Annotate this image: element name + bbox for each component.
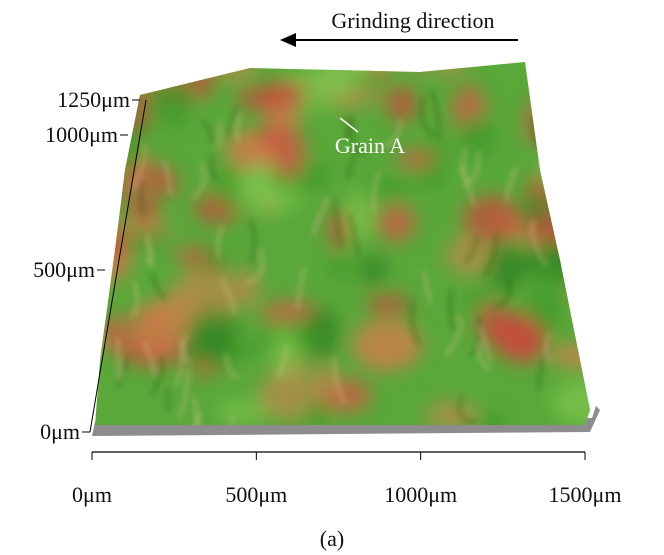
texture: [556, 162, 599, 198]
surface: [68, 38, 628, 449]
texture: [526, 97, 546, 147]
texture: [488, 244, 523, 292]
x-tick-label: 1500μm: [549, 482, 622, 507]
texture: [147, 81, 198, 110]
texture: [541, 151, 607, 194]
texture: [463, 195, 519, 242]
ridge: [565, 101, 568, 123]
texture: [128, 87, 149, 133]
ridge: [587, 234, 594, 271]
texture: [521, 241, 592, 282]
texture: [366, 295, 412, 315]
ridge: [101, 189, 113, 210]
ridge: [568, 152, 579, 177]
texture: [488, 317, 544, 357]
texture: [318, 49, 367, 93]
arrow-head: [280, 33, 296, 47]
ridge: [168, 388, 169, 410]
texture: [527, 175, 560, 201]
texture: [224, 130, 271, 169]
texture: [217, 400, 268, 422]
texture: [73, 152, 109, 201]
texture: [548, 343, 616, 368]
texture: [573, 278, 606, 304]
texture: [361, 254, 387, 286]
texture: [589, 53, 610, 78]
texture: [236, 267, 259, 308]
y-tick-label: 500μm: [33, 257, 95, 282]
texture: [327, 255, 353, 281]
x-tick-label: 0μm: [72, 482, 112, 507]
y-tick-label: 1000μm: [45, 122, 118, 147]
texture: [174, 247, 210, 264]
y-tick-label: 0μm: [40, 419, 80, 444]
x-tick-label: 1000μm: [384, 482, 457, 507]
texture: [434, 55, 467, 76]
caption: (a): [320, 526, 344, 551]
texture: [68, 176, 118, 210]
direction-label: Grinding direction: [331, 8, 494, 33]
texture: [259, 370, 315, 421]
texture: [312, 362, 338, 398]
texture: [581, 282, 609, 325]
texture: [551, 380, 616, 426]
texture: [213, 38, 256, 83]
y-tick-label: 1250μm: [57, 87, 130, 112]
texture: [552, 83, 590, 102]
texture: [563, 209, 628, 248]
ridge: [580, 163, 587, 203]
texture: [148, 51, 200, 70]
texture: [413, 51, 434, 74]
texture: [162, 285, 197, 333]
grain-label: Grain A: [335, 133, 405, 158]
texture: [385, 87, 418, 122]
texture: [152, 167, 178, 196]
x-tick-label: 500μm: [225, 482, 287, 507]
ridge: [94, 150, 101, 190]
texture: [376, 204, 416, 242]
texture: [534, 259, 558, 282]
texture: [365, 178, 418, 198]
texture: [236, 87, 292, 110]
texture: [270, 126, 306, 179]
figure: Grinding direction Grain A 1250μm 1000μm 5…: [0, 0, 664, 555]
ridge: [220, 122, 221, 148]
texture: [529, 210, 594, 244]
